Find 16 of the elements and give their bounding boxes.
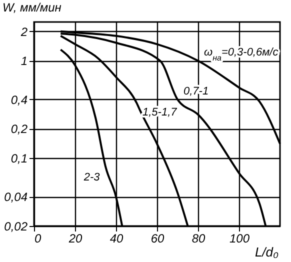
y-tick-label: 0,2	[10, 122, 28, 136]
x-tick-label: 80	[192, 232, 206, 246]
x-tick-label: 0	[34, 232, 42, 246]
y-tick-label: 0,1	[10, 152, 28, 166]
x-axis-title: L/d₀	[254, 244, 280, 260]
series-label: 2-3	[82, 171, 101, 184]
y-tick-label: 1	[20, 54, 28, 68]
y-tick-label: 0,02	[4, 220, 28, 234]
y-tick-label: 0,04	[4, 190, 28, 204]
x-tick-label: 40	[110, 232, 124, 246]
x-tick-label: 20	[68, 232, 82, 246]
y-tick-label: 0,4	[10, 92, 28, 107]
x-tick-label: 60	[150, 232, 164, 246]
y-tick-label: 2	[20, 24, 28, 39]
y-axis-title: W, мм/мин	[2, 0, 62, 14]
x-tick-label: 100	[229, 232, 250, 246]
